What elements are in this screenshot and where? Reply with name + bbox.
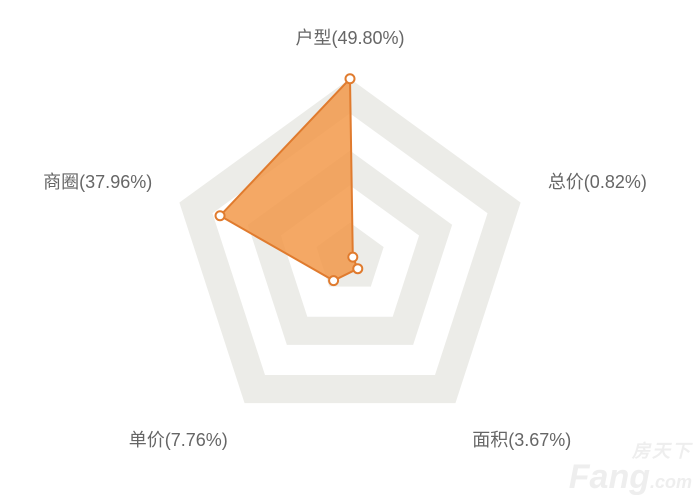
radar-data-point: [348, 253, 357, 262]
radar-axis-label: 商圈(37.96%): [43, 168, 152, 194]
radar-axis-label: 面积(3.67%): [472, 426, 571, 452]
radar-data-point: [353, 264, 362, 273]
radar-axis-label: 总价(0.82%): [548, 168, 647, 194]
radar-axis-label: 户型(49.80%): [296, 24, 405, 50]
radar-data-point: [329, 276, 338, 285]
radar-data-point: [216, 211, 225, 220]
radar-axis-label: 单价(7.76%): [129, 426, 228, 452]
radar-data-point: [346, 74, 355, 83]
radar-chart: [0, 0, 700, 500]
